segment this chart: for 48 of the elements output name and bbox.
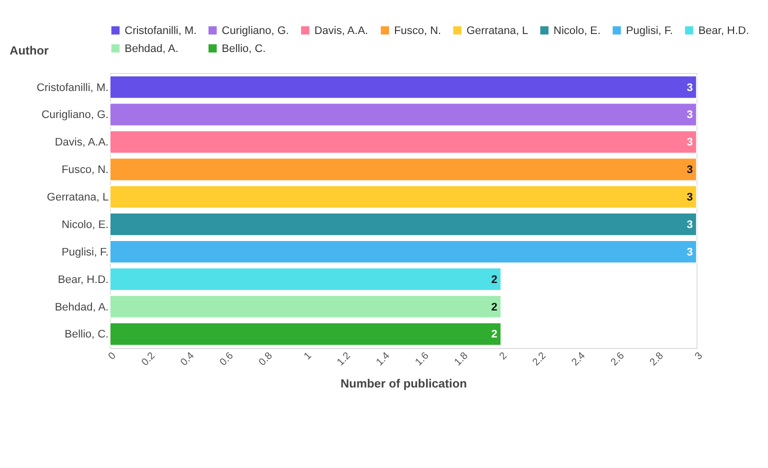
x-axis-title: Number of publication	[340, 376, 467, 391]
y-tick-label: Bear, H.D.	[58, 274, 109, 286]
x-tick-label: 0.6	[218, 350, 236, 368]
y-tick-label: Curigliano, G.	[41, 109, 109, 122]
legend-label: Davis, A.A.	[314, 25, 368, 38]
x-tick-label: 1.4	[374, 350, 392, 368]
data-label: 3	[686, 164, 693, 176]
data-label: 2	[491, 328, 498, 341]
y-tick-label: Gerratana, L	[46, 192, 109, 204]
x-tick-label: 1	[302, 350, 314, 362]
x-tick-label: 3	[693, 350, 706, 362]
x-tick-label: 2.8	[648, 350, 666, 368]
y-tick-label: Fusco, N.	[62, 164, 109, 176]
data-label: 2	[491, 301, 498, 314]
data-label: 3	[686, 218, 693, 231]
legend-label: Fusco, N.	[394, 25, 442, 38]
data-label: 3	[686, 109, 693, 122]
data-label: 3	[686, 246, 693, 258]
legend-label: Curigliano, G.	[222, 25, 289, 38]
y-tick-label: Puglisi, F.	[62, 246, 109, 258]
data-label: 2	[491, 274, 498, 286]
y-tick-label: Behdad, A.	[54, 301, 109, 314]
y-tick-label: Davis, A.A.	[54, 136, 109, 149]
x-tick-label: 2	[498, 350, 510, 362]
legend-label: Cristofanilli, M.	[124, 25, 197, 38]
legend-label: Behdad, A.	[124, 43, 178, 56]
data-label: 3	[686, 82, 693, 94]
x-tick-label: 0.2	[140, 350, 158, 368]
x-tick-label: 1.6	[414, 350, 432, 368]
x-tick-label: 0.8	[257, 350, 276, 368]
legend-label: Bear, H.D.	[698, 25, 750, 38]
data-label: 3	[686, 136, 693, 149]
x-tick-label: 0.4	[178, 350, 197, 368]
x-tick-label: 2.6	[609, 350, 627, 368]
x-tick-label: 1.8	[452, 350, 471, 368]
legend-label: Nicolo, E.	[554, 25, 601, 38]
legend-label: Gerratana, L	[466, 25, 528, 38]
y-axis-title: Author	[10, 43, 50, 58]
legend-label: Puglisi, F.	[626, 25, 673, 38]
x-tick-label: 2.2	[530, 350, 549, 368]
y-tick-label: Bellio, C.	[64, 328, 109, 341]
data-label: 3	[686, 192, 693, 204]
x-tick-label: 2.4	[570, 350, 588, 368]
y-tick-label: Nicolo, E.	[62, 218, 109, 231]
x-tick-label: 0	[106, 350, 119, 362]
y-tick-label: Cristofanilli, M.	[36, 82, 109, 94]
x-tick-label: 1.2	[335, 350, 354, 368]
legend-label: Bellio, C.	[222, 43, 266, 56]
